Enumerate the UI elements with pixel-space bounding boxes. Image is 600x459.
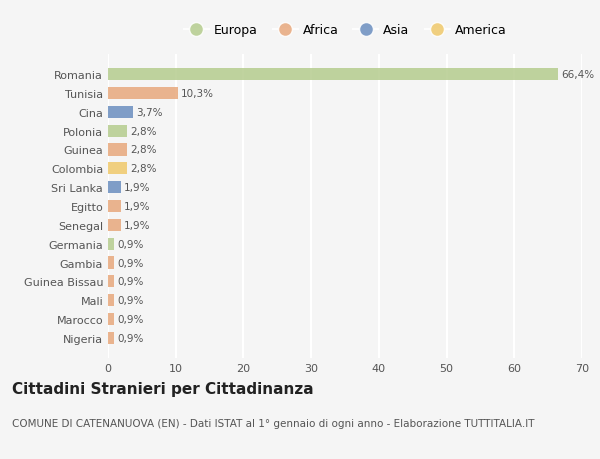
Text: 2,8%: 2,8%	[130, 145, 157, 155]
Bar	[108, 238, 114, 250]
Text: 66,4%: 66,4%	[561, 70, 594, 80]
Text: 10,3%: 10,3%	[181, 89, 214, 99]
Bar	[108, 163, 127, 175]
Text: 0,9%: 0,9%	[118, 239, 144, 249]
Bar	[108, 276, 114, 288]
Bar	[108, 88, 178, 100]
Text: 2,8%: 2,8%	[130, 126, 157, 136]
Bar	[108, 201, 121, 213]
Text: 0,9%: 0,9%	[118, 314, 144, 325]
Bar	[108, 313, 114, 325]
Text: 0,9%: 0,9%	[118, 333, 144, 343]
Text: 3,7%: 3,7%	[136, 107, 163, 118]
Text: 0,9%: 0,9%	[118, 296, 144, 306]
Text: 1,9%: 1,9%	[124, 220, 151, 230]
Bar	[108, 69, 557, 81]
Bar	[108, 219, 121, 231]
Bar	[108, 144, 127, 156]
Bar	[108, 106, 133, 119]
Bar	[108, 294, 114, 307]
Bar	[108, 257, 114, 269]
Text: COMUNE DI CATENANUOVA (EN) - Dati ISTAT al 1° gennaio di ogni anno - Elaborazion: COMUNE DI CATENANUOVA (EN) - Dati ISTAT …	[12, 418, 535, 428]
Legend: Europa, Africa, Asia, America: Europa, Africa, Asia, America	[181, 22, 509, 40]
Text: 1,9%: 1,9%	[124, 183, 151, 193]
Text: Cittadini Stranieri per Cittadinanza: Cittadini Stranieri per Cittadinanza	[12, 381, 314, 396]
Bar	[108, 125, 127, 137]
Text: 0,9%: 0,9%	[118, 258, 144, 268]
Text: 2,8%: 2,8%	[130, 164, 157, 174]
Bar	[108, 332, 114, 344]
Text: 1,9%: 1,9%	[124, 202, 151, 212]
Text: 0,9%: 0,9%	[118, 277, 144, 287]
Bar	[108, 182, 121, 194]
